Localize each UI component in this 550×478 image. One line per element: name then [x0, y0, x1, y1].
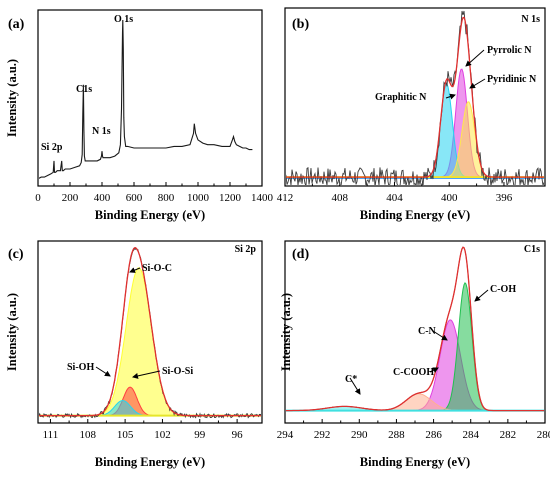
annotation-arrow — [129, 267, 141, 273]
panel-c: 111 108 105 102 99 96 Binding Energy (eV) Inten… — [5, 240, 263, 469]
x-tick-label: 111 — [43, 429, 59, 441]
annotation: C1s — [76, 84, 92, 95]
x-tick-label: 1000 — [187, 192, 210, 204]
annotation: Pyridinic N — [487, 74, 537, 85]
annotation: Si-O-Si — [162, 366, 193, 377]
annotation: Si-O-C — [142, 263, 172, 274]
panel-label: (d) — [292, 247, 309, 262]
envelope-line — [286, 16, 544, 178]
annotation: Si-OH — [67, 362, 94, 373]
x-tick-label: 200 — [62, 192, 79, 204]
panel-a: 0 200 400 600 800 1000 1200 1400 Binding Energy … — [5, 9, 274, 222]
panel-label: (c) — [8, 247, 24, 262]
x-tick-label: 412 — [277, 192, 294, 204]
plot-frame — [284, 7, 546, 187]
x-tick-label: 280 — [537, 429, 550, 441]
x-tick-label: 105 — [117, 429, 134, 441]
peak-c-oh — [286, 282, 544, 412]
x-tick-label: 400 — [94, 192, 111, 204]
annotation-arrow — [469, 78, 486, 89]
annotation: Graphitic N — [375, 92, 427, 103]
annotation: Si 2p — [41, 142, 63, 153]
annotation: C-OH — [490, 284, 516, 295]
annotation-arrow — [445, 93, 456, 100]
x-tick-label: 99 — [194, 429, 206, 441]
x-axis-title: Binding Energy (eV) — [95, 208, 205, 222]
annotation: C-N — [418, 326, 437, 337]
panel-title: N 1s — [521, 14, 540, 25]
x-tick-label: 96 — [232, 429, 244, 441]
panel-label: (b) — [292, 17, 309, 32]
annotation: N 1s — [92, 126, 111, 137]
x-tick-label: 288 — [388, 429, 405, 441]
plot-area — [39, 19, 253, 179]
annotation-arrow — [349, 377, 361, 395]
x-tick-label: 1400 — [251, 192, 274, 204]
x-tick-label: 404 — [386, 192, 403, 204]
annotation-arrow — [132, 370, 161, 379]
series-survey-line — [39, 19, 253, 179]
x-tick-label: 1200 — [219, 192, 242, 204]
plot-area — [39, 247, 261, 419]
plot-area — [286, 10, 544, 185]
raw-data-line — [286, 10, 544, 185]
x-tick-label: 400 — [441, 192, 458, 204]
x-tick-label: 282 — [500, 429, 517, 441]
panel-b: 412 408 404 400 396 Binding Energy (eV) (b) N 1… — [277, 7, 546, 222]
x-tick-label: 284 — [462, 429, 479, 441]
x-tick-label: 102 — [154, 429, 171, 441]
annotation-arrow — [429, 367, 439, 373]
annotation-arrow — [465, 49, 485, 67]
annotation: C-COOH — [393, 367, 434, 378]
panel-d: 294 292 290 288 286 284 282 280 Binding Energy (… — [277, 240, 550, 469]
y-axis-title: Intensity (a.u.) — [5, 59, 19, 137]
x-tick-label: 800 — [158, 192, 175, 204]
x-tick-label: 396 — [496, 192, 513, 204]
annotation: Pyrrolic N — [487, 45, 532, 56]
panel-title: C1s — [524, 244, 540, 255]
x-tick-label: 108 — [80, 429, 97, 441]
x-tick-label: 286 — [425, 429, 442, 441]
annotation-arrow — [95, 366, 111, 377]
plot-frame — [37, 9, 263, 187]
raw-data-line — [286, 246, 544, 412]
x-tick-label: 600 — [126, 192, 143, 204]
x-tick-label: 292 — [314, 429, 331, 441]
y-axis-title: Intensity (a.u.) — [279, 293, 293, 371]
peak-si-o-c — [39, 267, 261, 417]
x-tick-label: 408 — [331, 192, 348, 204]
annotation-arrow — [474, 289, 489, 302]
x-tick-label: 290 — [351, 429, 368, 441]
plot-area — [286, 246, 544, 412]
x-tick-label: 0 — [35, 192, 41, 204]
x-axis-title: Binding Energy (eV) — [360, 208, 470, 222]
plot-frame — [37, 240, 263, 424]
y-axis-title: Intensity (a.u.) — [5, 293, 19, 371]
panel-label: (a) — [8, 17, 25, 32]
x-axis-title: Binding Energy (eV) — [95, 455, 205, 469]
panel-title: Si 2p — [235, 244, 257, 255]
envelope-line — [286, 246, 544, 412]
x-tick-label: 294 — [277, 429, 294, 441]
peak-pyridinic-n — [286, 101, 544, 178]
envelope-line — [39, 247, 261, 417]
peak-pyrrolic-n — [286, 68, 544, 178]
annotation: O 1s — [114, 14, 133, 25]
annotation-arrow — [432, 330, 448, 341]
x-axis-title: Binding Energy (eV) — [360, 455, 470, 469]
